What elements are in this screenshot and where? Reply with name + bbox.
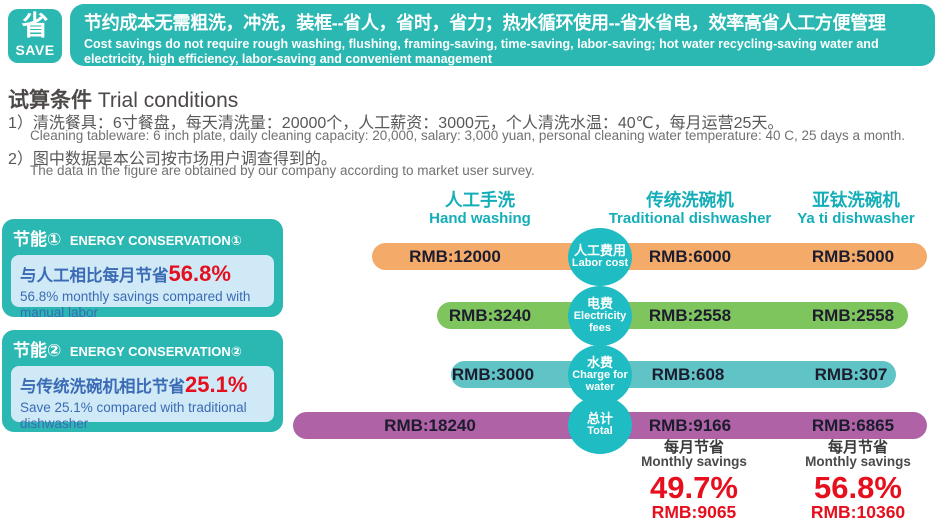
column-header-hand-washing-zh: 人工手洗 xyxy=(445,190,515,210)
energy-box-1-panel: 与人工相比每月节省56.8% 56.8% monthly savings com… xyxy=(11,255,274,320)
value-total-hand-washing: RMB:18240 xyxy=(384,416,476,435)
condition-1-zh: 1）清洗餐具：6寸餐盘，每天清洗量：20000个，人工薪资：3000元，个人清洗… xyxy=(8,115,784,132)
monthly-savings-yati: 每月节省 Monthly savings 56.8% RMB:10360 xyxy=(805,440,911,518)
condition-2-en: The data in the figure are obtained by o… xyxy=(30,163,535,178)
bar-water-charge xyxy=(451,361,896,388)
row-badge-electricity-zh: 电费 xyxy=(586,295,613,311)
row-badge-electricity-en: Electricity fees xyxy=(573,310,627,335)
column-header-yati-zh: 亚钛洗碗机 xyxy=(812,190,900,210)
column-header-hand-washing-en: Hand washing xyxy=(429,210,531,228)
row-badge-labor-cost-en: Labor cost xyxy=(571,257,629,270)
energy-conservation-box-1: 节能① ENERGY CONSERVATION① 与人工相比每月节省56.8% … xyxy=(2,219,283,320)
energy-box-2-title: 节能② ENERGY CONSERVATION② xyxy=(13,336,274,361)
energy-box-2-headline: 与传统洗碗机相比节省25.1% xyxy=(20,372,265,398)
column-header-traditional-zh: 传统洗碗机 xyxy=(646,190,734,210)
value-labor-hand-washing: RMB:12000 xyxy=(409,247,501,266)
column-header-hand-washing: 人工手洗 Hand washing xyxy=(429,190,531,227)
row-badge-water-charge: 水费 Charge for water xyxy=(568,345,632,405)
save-badge-en: SAVE xyxy=(15,42,55,58)
column-header-traditional-en: Traditional dishwasher xyxy=(608,210,772,228)
row-badge-labor-cost: 人工费用 Labor cost xyxy=(568,228,632,286)
energy-box-2-title-zh: 节能② xyxy=(13,341,62,360)
energy-box-2-percent: 25.1% xyxy=(185,372,248,397)
value-labor-traditional: RMB:6000 xyxy=(648,247,732,266)
monthly-savings-traditional: 每月节省 Monthly savings 49.7% RMB:9065 xyxy=(641,440,747,518)
value-water-hand-washing: RMB:3000 xyxy=(451,365,535,384)
header-banner: 节约成本无需粗洗，冲洗，装框--省人，省时，省力；热水循环使用--省水省电，效率… xyxy=(70,4,935,66)
save-badge-zh: 省 xyxy=(21,11,49,41)
row-badge-electricity-fees: 电费 Electricity fees xyxy=(568,286,632,346)
bar-electricity-fees xyxy=(437,302,908,329)
row-badge-water-en: Charge for water xyxy=(572,369,628,394)
condition-2-zh: 2）图中数据是本公司按市场用户调查得到的。 xyxy=(8,151,337,168)
energy-box-1-title-en: ENERGY CONSERVATION① xyxy=(69,233,242,248)
value-electricity-hand-washing: RMB:3240 xyxy=(448,306,532,325)
value-total-yati: RMB:6865 xyxy=(811,416,895,435)
energy-conservation-box-2: 节能② ENERGY CONSERVATION② 与传统洗碗机相比节省25.1%… xyxy=(2,330,283,432)
monthly-savings-yati-amount: RMB:10360 xyxy=(810,502,906,518)
monthly-savings-yati-zh: 每月节省 xyxy=(827,439,889,456)
condition-1-en: Cleaning tableware: 6 inch plate, daily … xyxy=(30,128,906,143)
monthly-savings-traditional-zh: 每月节省 xyxy=(663,439,725,456)
energy-box-2-headline-zh: 与传统洗碗机相比节省 xyxy=(20,378,185,396)
energy-box-1-headline: 与人工相比每月节省56.8% xyxy=(20,261,265,287)
header-title-zh: 节约成本无需粗洗，冲洗，装框--省人，省时，省力；热水循环使用--省水省电，效率… xyxy=(84,13,886,33)
trial-conditions-title-en: Trial conditions xyxy=(97,89,239,112)
header-title-en: Cost savings do not require rough washin… xyxy=(84,37,879,66)
row-badge-total: 总计 Total xyxy=(568,396,632,454)
save-badge: 省 SAVE xyxy=(8,9,62,63)
energy-box-1-title: 节能① ENERGY CONSERVATION① xyxy=(13,225,274,250)
value-total-traditional: RMB:9166 xyxy=(648,416,732,435)
value-labor-yati: RMB:5000 xyxy=(811,247,895,266)
column-header-traditional-dishwasher: 传统洗碗机 Traditional dishwasher xyxy=(609,190,772,227)
trial-conditions-title-zh: 试算条件 xyxy=(8,89,92,112)
monthly-savings-traditional-amount: RMB:9065 xyxy=(651,502,737,518)
row-badge-labor-cost-zh: 人工费用 xyxy=(573,242,626,258)
row-badge-total-en: Total xyxy=(587,425,613,438)
energy-box-1-subtext: 56.8% monthly savings compared with manu… xyxy=(20,289,251,320)
column-header-yati-dishwasher: 亚钛洗碗机 Ya ti dishwasher xyxy=(797,190,915,227)
monthly-savings-traditional-percent: 49.7% xyxy=(650,470,738,505)
monthly-savings-traditional-en: Monthly savings xyxy=(641,454,747,469)
monthly-savings-yati-en: Monthly savings xyxy=(805,454,911,469)
trial-conditions-title: 试算条件 Trial conditions xyxy=(8,84,238,114)
energy-box-1-title-zh: 节能① xyxy=(13,230,62,249)
value-water-yati: RMB:307 xyxy=(814,365,888,384)
energy-box-2-panel: 与传统洗碗机相比节省25.1% Save 25.1% compared with… xyxy=(11,366,274,431)
row-badge-total-zh: 总计 xyxy=(586,410,613,426)
monthly-savings-yati-percent: 56.8% xyxy=(814,470,902,505)
value-water-traditional: RMB:608 xyxy=(651,365,725,384)
energy-box-2-title-en: ENERGY CONSERVATION② xyxy=(69,344,242,359)
energy-box-2-subtext: Save 25.1% compared with traditional dis… xyxy=(20,400,247,431)
value-electricity-yati: RMB:2558 xyxy=(811,306,895,325)
row-badge-water-zh: 水费 xyxy=(586,354,613,370)
bar-labor-cost xyxy=(372,243,927,270)
energy-box-1-headline-zh: 与人工相比每月节省 xyxy=(20,267,169,285)
energy-box-1-percent: 56.8% xyxy=(168,261,231,286)
value-electricity-traditional: RMB:2558 xyxy=(648,306,732,325)
column-header-yati-en: Ya ti dishwasher xyxy=(797,210,915,228)
